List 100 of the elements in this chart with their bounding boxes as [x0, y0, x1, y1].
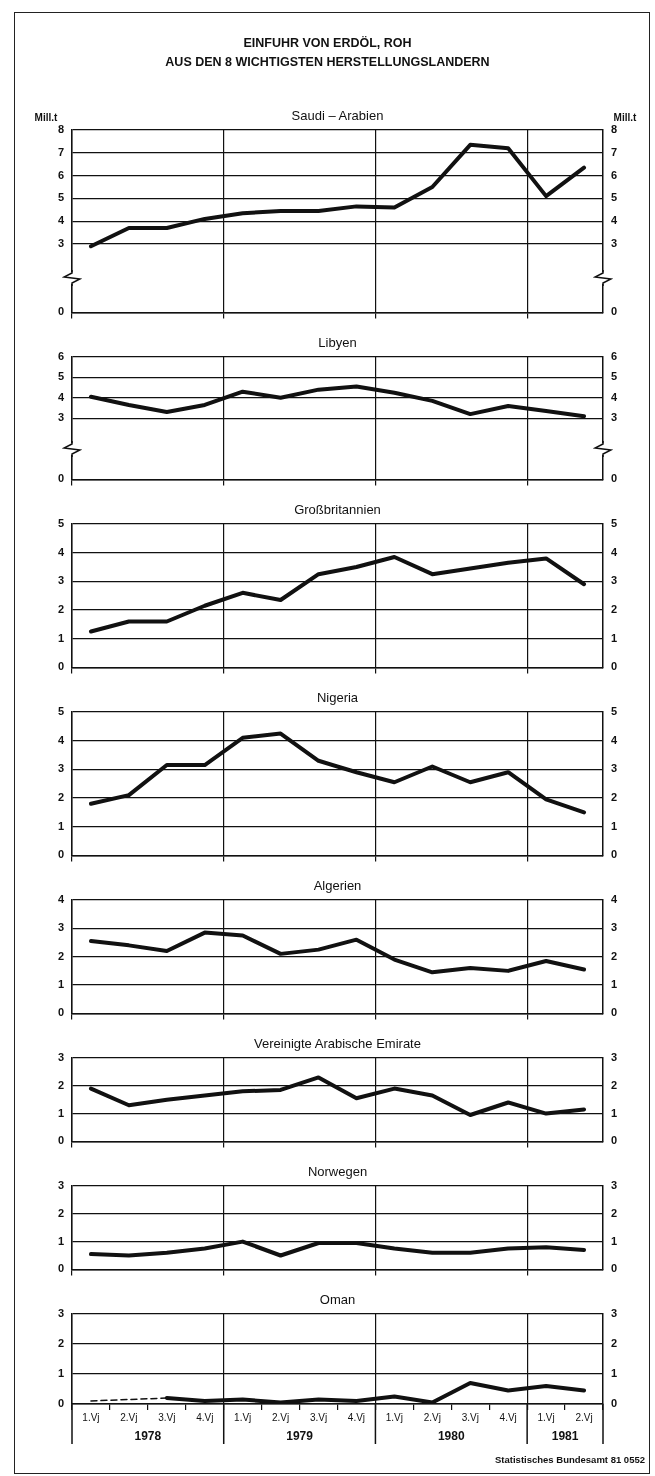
chart-title: Nigeria — [316, 690, 359, 706]
x-tick-label: 2.Vj — [271, 1411, 290, 1423]
chart-title: Großbritannien — [294, 502, 381, 518]
y-tick-label: 4 — [57, 390, 65, 403]
x-tick-label: 1.Vj — [82, 1411, 100, 1423]
y-tick-label: 0 — [57, 305, 64, 318]
y2-tick-label: 4 — [611, 545, 618, 558]
y2-tick-label: 3 — [611, 1051, 618, 1064]
y-tick-label: 2 — [57, 949, 64, 962]
y2-tick-label: 4 — [611, 214, 618, 227]
y2-tick-label: 1 — [611, 1367, 618, 1380]
text: 1979 — [286, 1429, 314, 1444]
y2-tick-label: 1 — [611, 1234, 618, 1247]
text: Statistisches Bundesamt 81 0552 — [494, 1454, 646, 1467]
y-tick-label: 3 — [57, 1307, 64, 1320]
y2-axis-title: Mill.t — [613, 111, 638, 123]
y-tick-label: 1 — [57, 978, 64, 991]
y-tick-label: 5 — [57, 370, 64, 383]
y2-tick-label: 0 — [611, 305, 618, 318]
y2-tick-label: 0 — [611, 472, 618, 485]
y2-tick-label: 1 — [611, 1106, 618, 1119]
y2-tick-label: 2 — [611, 791, 618, 804]
chart-title: Libyen — [318, 335, 357, 351]
chart-title: Norwegen — [307, 1164, 368, 1180]
x-tick-label: 1.Vj — [234, 1411, 252, 1423]
y-tick-label: 3 — [57, 574, 64, 587]
y-tick-label: 3 — [57, 411, 64, 424]
y2-tick-label: 2 — [611, 1078, 618, 1091]
y2-tick-label: 3 — [611, 1179, 618, 1192]
x-tick-label: 2.Vj — [575, 1411, 593, 1423]
y-tick-label: 1 — [57, 631, 64, 644]
y2-tick-label: 0 — [611, 1262, 618, 1275]
y2-tick-label: 0 — [611, 660, 618, 673]
x-tick-label: 2.Vj — [423, 1411, 441, 1423]
y-tick-label: 6 — [57, 350, 64, 363]
y-tick-label: 0 — [57, 472, 64, 485]
y2-tick-label: 3 — [611, 921, 618, 934]
y-tick-label: 5 — [57, 517, 64, 530]
y2-tick-label: 5 — [611, 370, 618, 383]
y-tick-label: 2 — [57, 791, 64, 804]
y-tick-label: 1 — [57, 1367, 64, 1380]
y2-tick-label: 6 — [611, 168, 618, 181]
x-tick-label: 3.Vj — [309, 1411, 328, 1423]
y-tick-label: 4 — [57, 545, 65, 558]
x-tick-label: 4.Vj — [196, 1411, 214, 1423]
y2-tick-label: 2 — [611, 603, 618, 616]
y2-tick-label: 0 — [611, 1134, 618, 1147]
y2-tick-label: 5 — [611, 191, 618, 204]
y2-tick-label: 3 — [611, 574, 618, 587]
y2-tick-label: 3 — [611, 1307, 618, 1320]
y-tick-label: 6 — [57, 168, 64, 181]
chart-title: Oman — [319, 1292, 356, 1308]
y2-tick-label: 8 — [611, 123, 618, 136]
x-tick-label: 3.Vj — [158, 1411, 176, 1423]
x-tick-label: 1.Vj — [537, 1411, 555, 1423]
chart-title: Algerien — [313, 878, 362, 894]
y-tick-label: 0 — [57, 1397, 64, 1410]
y2-tick-label: 3 — [611, 237, 618, 250]
y-tick-label: 0 — [57, 660, 64, 673]
y2-tick-label: 3 — [611, 411, 618, 424]
y-tick-label: 3 — [57, 921, 64, 934]
y-tick-label: 1 — [57, 1106, 64, 1119]
y2-tick-label: 5 — [611, 517, 618, 530]
y-tick-label: 3 — [57, 237, 64, 250]
x-tick-label: 4.Vj — [499, 1411, 517, 1423]
y-tick-label: 0 — [57, 1006, 64, 1019]
y-tick-label: 2 — [57, 1337, 64, 1350]
y-tick-label: 5 — [57, 191, 64, 204]
chart-title: Vereinigte Arabische Emirate — [254, 1036, 421, 1052]
y2-tick-label: 1 — [611, 978, 618, 991]
y-tick-label: 4 — [57, 733, 65, 746]
y-tick-label: 2 — [57, 1206, 64, 1219]
y-tick-label: 2 — [57, 603, 64, 616]
y-axis-title: Mill.t — [34, 111, 59, 123]
text: 1981 — [551, 1429, 579, 1444]
y-tick-label: 1 — [57, 1234, 64, 1247]
y-tick-label: 0 — [57, 1134, 64, 1147]
x-tick-label: 2.Vj — [120, 1411, 138, 1423]
y2-tick-label: 1 — [611, 631, 618, 644]
chart-title: Saudi – Arabien — [291, 108, 384, 124]
y-tick-label: 3 — [57, 1051, 64, 1064]
text: 1980 — [437, 1429, 465, 1444]
y2-tick-label: 4 — [611, 733, 618, 746]
y2-tick-label: 0 — [611, 1397, 618, 1410]
y-tick-label: 4 — [57, 893, 65, 906]
y2-tick-label: 0 — [611, 848, 618, 861]
y2-tick-label: 7 — [611, 145, 618, 158]
y2-tick-label: 1 — [611, 819, 618, 832]
y-tick-label: 0 — [57, 848, 64, 861]
y-tick-label: 1 — [57, 819, 64, 832]
y-tick-label: 5 — [57, 705, 64, 718]
y2-tick-label: 3 — [611, 762, 618, 775]
text: 1978 — [134, 1429, 162, 1444]
y-tick-label: 7 — [57, 145, 64, 158]
y-tick-label: 2 — [57, 1078, 64, 1091]
y2-tick-label: 2 — [611, 949, 618, 962]
y2-tick-label: 6 — [611, 350, 618, 363]
y2-tick-label: 4 — [611, 390, 618, 403]
y2-tick-label: 2 — [611, 1337, 618, 1350]
y2-tick-label: 0 — [611, 1006, 618, 1019]
